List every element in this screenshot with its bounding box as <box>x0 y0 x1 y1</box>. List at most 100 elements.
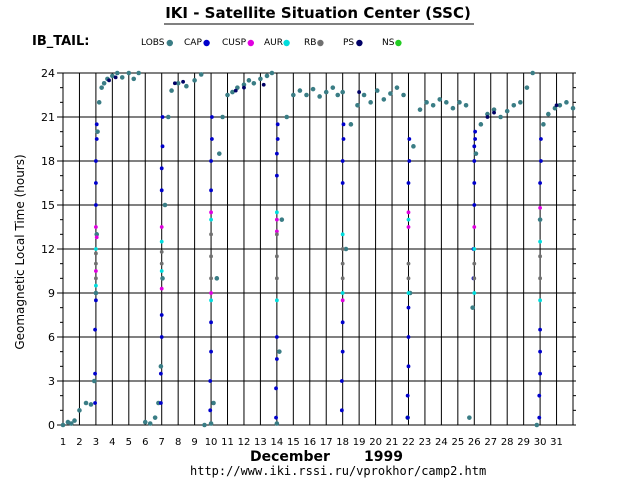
point-lobs <box>136 70 141 76</box>
point-cap <box>274 357 279 361</box>
point-rb <box>340 247 345 251</box>
point-rb <box>472 261 477 266</box>
point-lobs <box>119 75 125 80</box>
point-cusp <box>274 217 279 222</box>
point-lobs <box>381 97 387 102</box>
point-lobs <box>491 107 497 112</box>
x-tick-label: 24 <box>435 437 448 448</box>
point-lobs <box>77 408 82 413</box>
point-lobs <box>264 73 270 79</box>
point-lobs <box>417 107 423 112</box>
point-aur <box>94 247 98 251</box>
point-lobs <box>192 78 197 83</box>
point-lobs <box>88 402 94 407</box>
point-aur <box>340 232 345 237</box>
legend-label-cap: CAP <box>184 38 202 48</box>
point-cap <box>341 122 346 127</box>
point-cap <box>158 371 163 376</box>
point-lobs <box>131 76 137 82</box>
point-lobs <box>162 202 168 208</box>
point-ps <box>172 81 177 86</box>
x-tick-label: 12 <box>238 437 251 448</box>
point-rb <box>274 276 279 281</box>
point-lobs <box>220 114 225 120</box>
point-rb <box>209 276 213 281</box>
y-tick-label: 0 <box>48 419 55 432</box>
point-cap <box>341 137 346 141</box>
point-lobs <box>277 349 282 354</box>
x-tick-label: 29 <box>517 437 530 448</box>
point-lobs <box>388 91 393 96</box>
point-cap <box>405 415 410 420</box>
point-cap <box>160 144 165 149</box>
point-lobs <box>524 85 530 90</box>
point-cap <box>539 159 543 163</box>
point-lobs <box>317 94 322 99</box>
legend-label-rb: RB <box>304 38 316 48</box>
x-tick-label: 18 <box>336 437 349 448</box>
point-rb <box>159 261 164 266</box>
point-lobs <box>258 76 263 82</box>
point-lobs <box>355 102 360 108</box>
point-lobs <box>467 415 472 420</box>
point-cap <box>275 137 280 141</box>
point-lobs <box>96 100 102 105</box>
point-ps <box>485 115 490 119</box>
point-lobs <box>214 276 220 281</box>
point-cap <box>209 137 214 141</box>
source-url: http://www.iki.rssi.ru/vprokhor/camp2.ht… <box>190 464 486 478</box>
legend-label-cusp: CUSP <box>222 38 247 48</box>
point-cap <box>407 137 412 141</box>
point-lobs <box>68 421 74 426</box>
y-tick-label: 9 <box>48 287 55 300</box>
point-cap <box>209 320 213 325</box>
x-tick-label: 6 <box>142 437 148 448</box>
point-aur <box>472 291 477 295</box>
point-cap <box>406 335 411 339</box>
point-cusp <box>159 286 164 291</box>
x-tick-label: 22 <box>402 437 415 448</box>
x-tick-label: 5 <box>126 437 132 448</box>
point-aur <box>159 269 164 273</box>
point-rb <box>159 250 164 254</box>
point-cap <box>209 188 213 193</box>
point-aur <box>472 247 477 251</box>
point-lobs <box>368 100 373 105</box>
point-cap <box>159 335 164 339</box>
point-cusp <box>472 225 477 229</box>
x-tick-label: 30 <box>534 437 547 448</box>
point-lobs <box>142 419 148 425</box>
point-lobs <box>457 100 462 105</box>
point-rb <box>406 276 411 281</box>
point-cap <box>209 115 214 119</box>
point-aur <box>209 298 213 303</box>
point-lobs <box>246 78 252 83</box>
point-cap <box>473 137 478 141</box>
point-lobs <box>511 102 517 108</box>
point-rb <box>340 261 345 266</box>
legend-label-lobs: LOBS <box>141 38 165 48</box>
point-cap <box>407 159 412 163</box>
point-lobs <box>537 217 543 222</box>
legend-label-ps: PS <box>343 38 354 48</box>
x-tick-label: 16 <box>303 437 316 448</box>
x-tick-label: 21 <box>386 437 399 448</box>
x-tick-label: 23 <box>419 437 432 448</box>
point-rb <box>274 254 279 259</box>
point-ps <box>554 103 559 108</box>
point-cap <box>339 379 344 383</box>
point-cusp <box>340 298 345 303</box>
legend-marker-ps <box>356 39 363 47</box>
point-lobs <box>541 122 546 127</box>
legend-marker-lobs <box>166 39 173 47</box>
point-lobs <box>251 80 257 86</box>
x-tick-label: 20 <box>369 437 382 448</box>
x-tick-label: 10 <box>205 437 218 448</box>
y-axis-label: Geomagnetic Local Time (hours) <box>13 154 27 349</box>
point-cap <box>159 188 164 193</box>
point-cap <box>94 137 99 141</box>
point-lobs <box>94 232 100 237</box>
point-lobs <box>343 246 349 252</box>
x-tick-label: 3 <box>93 437 99 448</box>
point-aur <box>538 298 542 303</box>
